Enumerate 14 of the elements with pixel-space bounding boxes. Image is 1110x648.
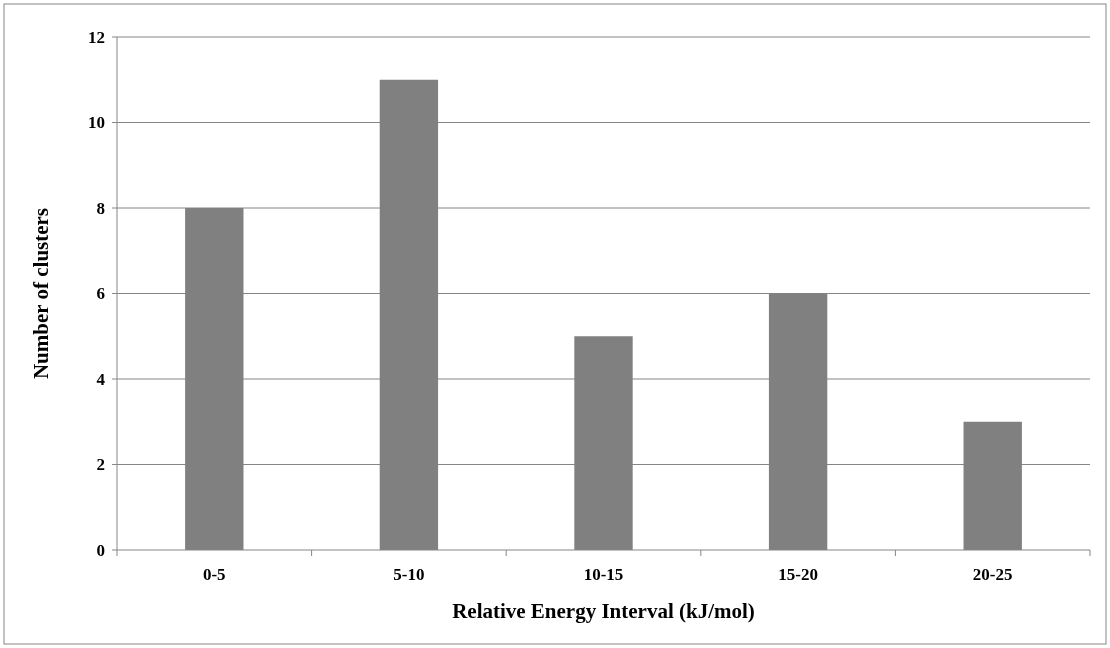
- y-tick-label: 4: [96, 369, 106, 389]
- y-axis-title: Number of clusters: [29, 207, 53, 380]
- y-tick-label: 2: [96, 455, 105, 475]
- x-tick-label: 0-5: [202, 565, 226, 584]
- x-tick-label: 15-20: [778, 565, 818, 584]
- x-axis-title: Relative Energy Interval (kJ/mol): [452, 599, 755, 623]
- y-tick-label: 0: [96, 540, 105, 560]
- x-tick-label: 5-10: [393, 565, 425, 584]
- x-tick-label: 20-25: [972, 565, 1013, 584]
- y-tick-label: 8: [96, 198, 105, 218]
- x-tick-label: 10-15: [583, 565, 624, 584]
- y-tick-label: 10: [88, 113, 105, 133]
- y-tick-label: 12: [88, 27, 105, 47]
- y-tick-label: 6: [96, 284, 105, 304]
